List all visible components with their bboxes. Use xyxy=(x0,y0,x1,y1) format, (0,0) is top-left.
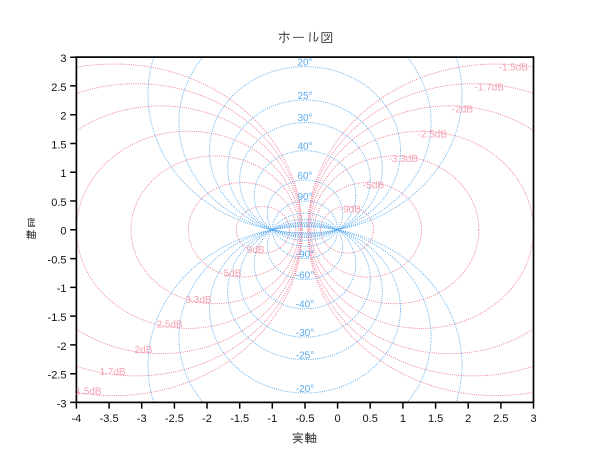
svg-text:-1.7dB: -1.7dB xyxy=(475,82,505,93)
svg-text:2: 2 xyxy=(60,111,66,123)
svg-text:-40°: -40° xyxy=(296,300,314,311)
svg-text:3: 3 xyxy=(60,53,66,65)
svg-text:9dB: 9dB xyxy=(247,245,265,256)
svg-text:0.5: 0.5 xyxy=(51,197,66,209)
svg-text:1.5: 1.5 xyxy=(428,413,443,425)
svg-text:-60°: -60° xyxy=(296,270,314,281)
svg-text:2.5: 2.5 xyxy=(493,413,508,425)
svg-text:0: 0 xyxy=(335,413,341,425)
svg-text:-90°: -90° xyxy=(296,249,314,260)
svg-text:1.5: 1.5 xyxy=(51,139,66,151)
svg-text:-2: -2 xyxy=(57,341,67,353)
svg-text:-2: -2 xyxy=(202,413,212,425)
svg-text:-4: -4 xyxy=(72,413,82,425)
svg-text:-9dB: -9dB xyxy=(340,205,361,216)
svg-text:30°: 30° xyxy=(297,113,312,124)
svg-text:-1: -1 xyxy=(57,283,67,295)
svg-text:3: 3 xyxy=(530,413,536,425)
svg-text:90°: 90° xyxy=(297,192,312,203)
svg-text:20°: 20° xyxy=(297,57,312,68)
svg-text:-3.3dB: -3.3dB xyxy=(389,154,419,165)
svg-text:-0.5: -0.5 xyxy=(296,413,315,425)
svg-text:-2.5: -2.5 xyxy=(165,413,184,425)
svg-text:-30°: -30° xyxy=(296,328,314,339)
svg-text:-2.5: -2.5 xyxy=(48,370,67,382)
svg-text:25°: 25° xyxy=(297,91,312,102)
svg-text:-1: -1 xyxy=(267,413,277,425)
svg-text:-2.5dB: -2.5dB xyxy=(418,130,448,141)
svg-text:1: 1 xyxy=(60,168,66,180)
svg-text:-3: -3 xyxy=(57,398,67,410)
svg-text:-2dB: -2dB xyxy=(452,104,473,115)
svg-text:-3.5: -3.5 xyxy=(100,413,119,425)
svg-text:2.5dB: 2.5dB xyxy=(156,320,182,331)
svg-text:-1.5: -1.5 xyxy=(230,413,249,425)
svg-text:3.3dB: 3.3dB xyxy=(185,295,211,306)
svg-text:2.5: 2.5 xyxy=(51,82,66,94)
svg-text:0: 0 xyxy=(60,226,66,238)
svg-text:1.7dB: 1.7dB xyxy=(99,367,125,378)
svg-text:5dB: 5dB xyxy=(224,269,242,280)
svg-text:2: 2 xyxy=(465,413,471,425)
svg-text:-3: -3 xyxy=(137,413,147,425)
svg-text:0.5: 0.5 xyxy=(363,413,378,425)
svg-text:-1.5dB: -1.5dB xyxy=(499,63,529,74)
svg-text:60°: 60° xyxy=(297,171,312,182)
svg-text:-20°: -20° xyxy=(296,384,314,395)
svg-text:40°: 40° xyxy=(297,142,312,153)
svg-text:-25°: -25° xyxy=(296,350,314,361)
svg-text:1: 1 xyxy=(400,413,406,425)
svg-text:-0.5: -0.5 xyxy=(48,255,67,267)
svg-text:-1.5: -1.5 xyxy=(48,312,67,324)
svg-text:-5dB: -5dB xyxy=(363,181,384,192)
svg-text:1.5dB: 1.5dB xyxy=(75,387,101,398)
svg-text:2dB: 2dB xyxy=(135,345,153,356)
